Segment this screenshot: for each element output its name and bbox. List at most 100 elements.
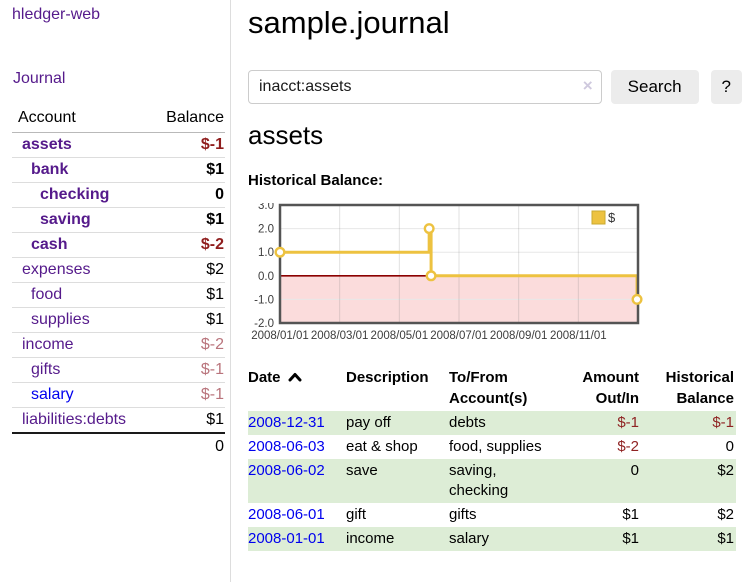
account-balance: $1 bbox=[147, 157, 225, 183]
account-row: income $-2 bbox=[12, 332, 225, 358]
account-link[interactable]: liabilities:debts bbox=[22, 411, 127, 428]
account-balance: $1 bbox=[147, 282, 225, 308]
account-link[interactable]: cash bbox=[31, 236, 68, 253]
account-balance: $2 bbox=[147, 257, 225, 283]
register-header-accounts: To/From Account(s) bbox=[449, 369, 528, 407]
search-button[interactable]: Search bbox=[610, 70, 699, 104]
account-balance: 0 bbox=[147, 182, 225, 208]
register-date-cell: 2008-12-31 bbox=[248, 411, 346, 435]
x-tick-label: 2008/11/01 bbox=[550, 330, 607, 342]
register-amount-cell: $1 bbox=[622, 530, 639, 547]
register-description-cell: pay off bbox=[346, 414, 391, 431]
x-tick-label: 2008/01/01 bbox=[251, 330, 309, 342]
register-table: Date Description To/From Account(s) Amou… bbox=[248, 365, 736, 551]
account-link[interactable]: salary bbox=[31, 386, 74, 403]
search-input[interactable] bbox=[248, 70, 602, 104]
account-name-cell: income bbox=[12, 332, 148, 358]
account-link[interactable]: saving bbox=[40, 211, 91, 228]
account-balance: $-1 bbox=[147, 357, 225, 383]
x-tick-label: 2008/03/01 bbox=[311, 330, 369, 342]
account-balance: $-2 bbox=[147, 332, 225, 358]
register-balance-cell: $2 bbox=[717, 462, 734, 479]
page-title: sample.journal bbox=[248, 5, 450, 40]
account-name-cell: bank bbox=[12, 157, 148, 183]
register-header-amount: Amount Out/In bbox=[582, 369, 639, 407]
register-header-date-label: Date bbox=[248, 369, 281, 386]
register-accounts-cell: gifts bbox=[449, 506, 477, 523]
register-row: 2008-06-01 gift gifts $1 $2 bbox=[248, 503, 736, 527]
account-name-cell: supplies bbox=[12, 307, 148, 333]
y-tick-label: -1.0 bbox=[254, 294, 274, 306]
register-description-cell: gift bbox=[346, 506, 367, 523]
register-header-date[interactable]: Date bbox=[248, 365, 346, 411]
data-point-marker bbox=[423, 223, 435, 235]
register-balance-cell: $2 bbox=[717, 506, 734, 523]
account-name-cell: liabilities:debts bbox=[12, 407, 148, 434]
account-row: supplies $1 bbox=[12, 307, 225, 333]
account-balance: $1 bbox=[147, 407, 225, 434]
account-link[interactable]: expenses bbox=[22, 261, 91, 278]
register-date-cell: 2008-06-01 bbox=[248, 503, 346, 527]
account-row: liabilities:debts $1 bbox=[12, 407, 225, 434]
account-name-cell: cash bbox=[12, 232, 148, 258]
account-row: checking 0 bbox=[12, 182, 225, 208]
transaction-date-link[interactable]: 2008-06-01 bbox=[248, 506, 325, 523]
register-balance-cell: 0 bbox=[725, 438, 734, 455]
x-tick-label: 2008/09/01 bbox=[490, 330, 548, 342]
account-link[interactable]: bank bbox=[31, 161, 69, 178]
transaction-date-link[interactable]: 2008-06-02 bbox=[248, 462, 325, 479]
register-accounts-cell: salary bbox=[449, 530, 490, 547]
register-amount-cell: $-2 bbox=[617, 438, 639, 455]
register-date-cell: 2008-06-03 bbox=[248, 435, 346, 459]
account-name-cell: checking bbox=[12, 182, 148, 208]
account-row: gifts $-1 bbox=[12, 357, 225, 383]
legend-swatch bbox=[591, 210, 606, 225]
register-description-cell: save bbox=[346, 462, 378, 479]
brand-link[interactable]: hledger-web bbox=[12, 6, 101, 23]
transaction-date-link[interactable]: 2008-01-01 bbox=[248, 530, 325, 547]
account-link[interactable]: gifts bbox=[31, 361, 61, 378]
account-name-cell: gifts bbox=[12, 357, 148, 383]
y-tick-label: 3.0 bbox=[258, 203, 274, 212]
register-description-cell: income bbox=[346, 530, 395, 547]
transaction-date-link[interactable]: 2008-06-03 bbox=[248, 438, 325, 455]
account-name-cell: saving bbox=[12, 207, 148, 233]
transaction-date-link[interactable]: 2008-12-31 bbox=[248, 414, 325, 431]
register-table-body: 2008-12-31 pay off debts $-1 $-1 2008-06-03 ea… bbox=[248, 411, 736, 551]
register-accounts-cell: saving, checking bbox=[449, 462, 509, 499]
account-balance: $-1 bbox=[147, 382, 225, 408]
accounts-header-balance: Balance bbox=[147, 107, 225, 133]
account-link[interactable]: food bbox=[31, 286, 63, 303]
register-date-cell: 2008-06-02 bbox=[248, 459, 346, 503]
sidebar-item-journal[interactable]: Journal bbox=[13, 70, 66, 87]
register-accounts-cell: food, supplies bbox=[449, 438, 542, 455]
account-row: expenses $2 bbox=[12, 257, 225, 283]
clear-search-icon[interactable]: × bbox=[582, 76, 593, 95]
account-link[interactable]: income bbox=[22, 336, 74, 353]
account-balance: $1 bbox=[147, 207, 225, 233]
account-link[interactable]: assets bbox=[22, 136, 72, 153]
accounts-table-body: assets $-1 bank $1 checking 0 saving $1 cash $-2 e… bbox=[12, 132, 225, 434]
search-help-button[interactable]: ? bbox=[710, 70, 742, 104]
search-input-wrap: × bbox=[248, 70, 602, 104]
plot-border bbox=[278, 203, 640, 325]
main-content: sample.journal × Search ? assets Histori… bbox=[232, 0, 742, 582]
y-tick-label: 0.0 bbox=[258, 271, 274, 283]
data-point-marker bbox=[274, 246, 286, 258]
account-heading: assets bbox=[248, 120, 324, 150]
register-balance-cell: $1 bbox=[717, 530, 734, 547]
x-tick-label: 2008/05/01 bbox=[371, 330, 429, 342]
account-row: cash $-2 bbox=[12, 232, 225, 258]
account-row: bank $1 bbox=[12, 157, 225, 183]
register-description-cell: eat & shop bbox=[346, 438, 418, 455]
accounts-total-row: 0 bbox=[12, 432, 225, 460]
account-balance: $-1 bbox=[147, 132, 225, 158]
register-header-description: Description bbox=[346, 369, 429, 386]
register-header-row: Date Description To/From Account(s) Amou… bbox=[248, 365, 736, 411]
y-tick-label: -2.0 bbox=[254, 318, 274, 330]
account-name-cell: food bbox=[12, 282, 148, 308]
register-row: 2008-12-31 pay off debts $-1 $-1 bbox=[248, 411, 736, 435]
account-link[interactable]: supplies bbox=[31, 311, 90, 328]
account-link[interactable]: checking bbox=[40, 186, 110, 203]
